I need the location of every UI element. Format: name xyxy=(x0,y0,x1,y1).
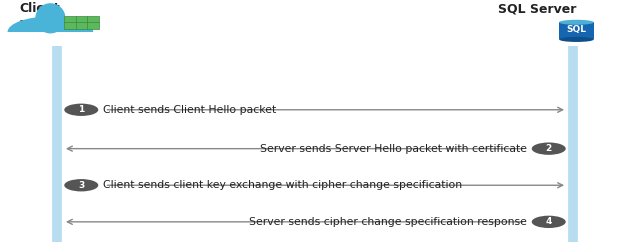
Text: Server sends cipher change specification response: Server sends cipher change specification… xyxy=(249,217,527,227)
Text: SQL Server: SQL Server xyxy=(498,2,576,15)
Ellipse shape xyxy=(559,37,594,42)
FancyBboxPatch shape xyxy=(559,22,594,40)
Circle shape xyxy=(64,103,98,116)
Text: Client sends client key exchange with cipher change specification: Client sends client key exchange with ci… xyxy=(103,180,462,190)
Text: 3: 3 xyxy=(78,181,84,190)
Ellipse shape xyxy=(35,3,66,33)
Text: 1: 1 xyxy=(78,105,84,114)
Text: Client
application: Client application xyxy=(19,2,96,30)
Circle shape xyxy=(64,179,98,191)
Text: SQL: SQL xyxy=(566,25,587,34)
Text: 2: 2 xyxy=(546,144,552,153)
Ellipse shape xyxy=(559,20,594,25)
Wedge shape xyxy=(8,17,93,32)
Circle shape xyxy=(532,216,566,228)
Text: 4: 4 xyxy=(546,217,552,226)
Text: Server sends Server Hello packet with certificate: Server sends Server Hello packet with ce… xyxy=(260,144,527,154)
Text: Client sends Client Hello packet: Client sends Client Hello packet xyxy=(103,105,277,115)
FancyBboxPatch shape xyxy=(64,16,99,29)
Circle shape xyxy=(532,143,566,155)
